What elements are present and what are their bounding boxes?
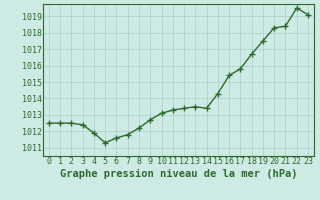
- X-axis label: Graphe pression niveau de la mer (hPa): Graphe pression niveau de la mer (hPa): [60, 169, 297, 179]
